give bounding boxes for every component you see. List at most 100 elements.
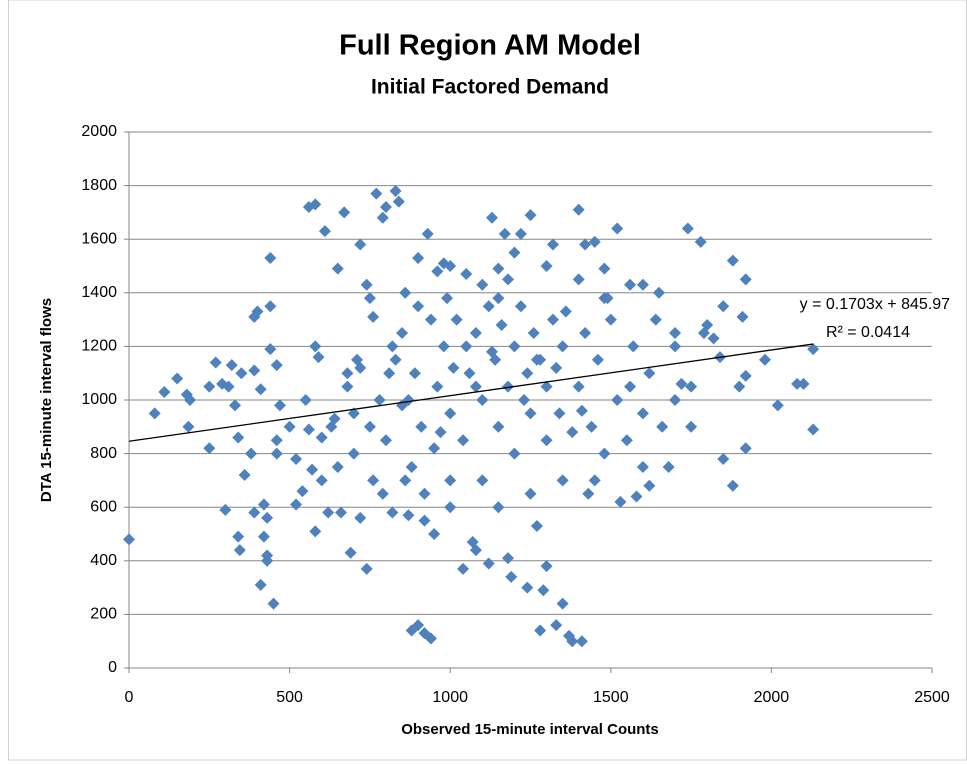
point <box>245 447 258 460</box>
x-tick-label: 500 <box>276 689 303 706</box>
trendline <box>128 343 814 442</box>
point <box>457 434 470 447</box>
point <box>376 211 389 224</box>
point <box>681 222 694 235</box>
point <box>412 619 425 632</box>
point <box>476 474 489 487</box>
y-tick-label: 2000 <box>81 123 117 140</box>
point <box>254 578 267 591</box>
trendline-r-squared: R² = 0.0414 <box>826 324 910 341</box>
point <box>379 201 392 214</box>
point <box>219 503 232 516</box>
point <box>521 367 534 380</box>
point <box>807 423 820 436</box>
point <box>431 265 444 278</box>
point <box>331 461 344 473</box>
point <box>306 463 319 476</box>
x-axis-label: Observed 15-minute interval Counts <box>401 721 659 738</box>
point <box>392 195 405 208</box>
point <box>344 546 357 559</box>
x-tick-label: 1000 <box>432 689 468 706</box>
point <box>299 394 312 406</box>
point <box>290 498 303 511</box>
point <box>636 407 649 420</box>
point <box>469 380 482 393</box>
point <box>402 394 415 406</box>
point <box>315 474 328 487</box>
point <box>363 292 376 305</box>
point <box>412 300 425 313</box>
point <box>334 506 347 519</box>
point <box>797 377 810 390</box>
point <box>807 343 820 356</box>
point <box>739 369 752 382</box>
point <box>354 238 367 251</box>
point <box>331 262 344 275</box>
point <box>649 313 662 326</box>
point <box>585 420 598 433</box>
y-tick-label: 400 <box>90 552 117 569</box>
point <box>508 246 521 259</box>
point <box>611 394 624 406</box>
point <box>508 447 521 460</box>
point <box>521 581 534 594</box>
point <box>248 364 261 377</box>
point <box>270 359 283 372</box>
y-tick-label: 800 <box>90 445 117 462</box>
point <box>482 557 495 570</box>
point <box>267 597 280 610</box>
point <box>527 327 540 339</box>
point <box>158 385 171 398</box>
point <box>457 562 470 575</box>
point <box>546 238 559 251</box>
point <box>424 313 437 326</box>
point <box>228 399 241 412</box>
point <box>550 619 563 632</box>
point <box>460 340 473 353</box>
point <box>460 268 473 281</box>
point <box>739 273 752 286</box>
point <box>588 474 601 487</box>
point <box>495 318 508 331</box>
y-tick-label: 1000 <box>81 391 117 408</box>
point <box>389 184 402 197</box>
point <box>444 407 457 420</box>
point <box>463 367 476 380</box>
point <box>540 380 553 393</box>
point <box>514 227 527 240</box>
point <box>553 407 566 420</box>
point <box>418 487 431 500</box>
point <box>643 479 656 492</box>
point <box>492 501 505 514</box>
x-tick-label: 0 <box>125 689 134 706</box>
point <box>225 359 238 372</box>
point <box>428 442 441 455</box>
point <box>444 501 457 514</box>
point <box>264 300 277 313</box>
point <box>697 327 710 339</box>
x-tick-label: 2000 <box>754 689 790 706</box>
point <box>373 394 386 406</box>
point <box>598 447 611 460</box>
point <box>290 452 303 465</box>
point <box>222 380 235 393</box>
point <box>270 447 283 460</box>
point <box>325 420 338 433</box>
point <box>257 530 270 543</box>
point <box>627 340 640 353</box>
point <box>148 407 161 420</box>
point <box>264 343 277 356</box>
point <box>389 353 402 366</box>
point <box>360 562 373 575</box>
point <box>203 380 216 393</box>
point <box>431 380 444 393</box>
point <box>582 487 595 500</box>
point <box>534 624 547 637</box>
point <box>182 420 195 433</box>
point <box>726 254 739 267</box>
point <box>386 340 399 353</box>
point <box>270 434 283 447</box>
point <box>367 310 380 323</box>
point <box>739 442 752 455</box>
point <box>624 278 637 291</box>
